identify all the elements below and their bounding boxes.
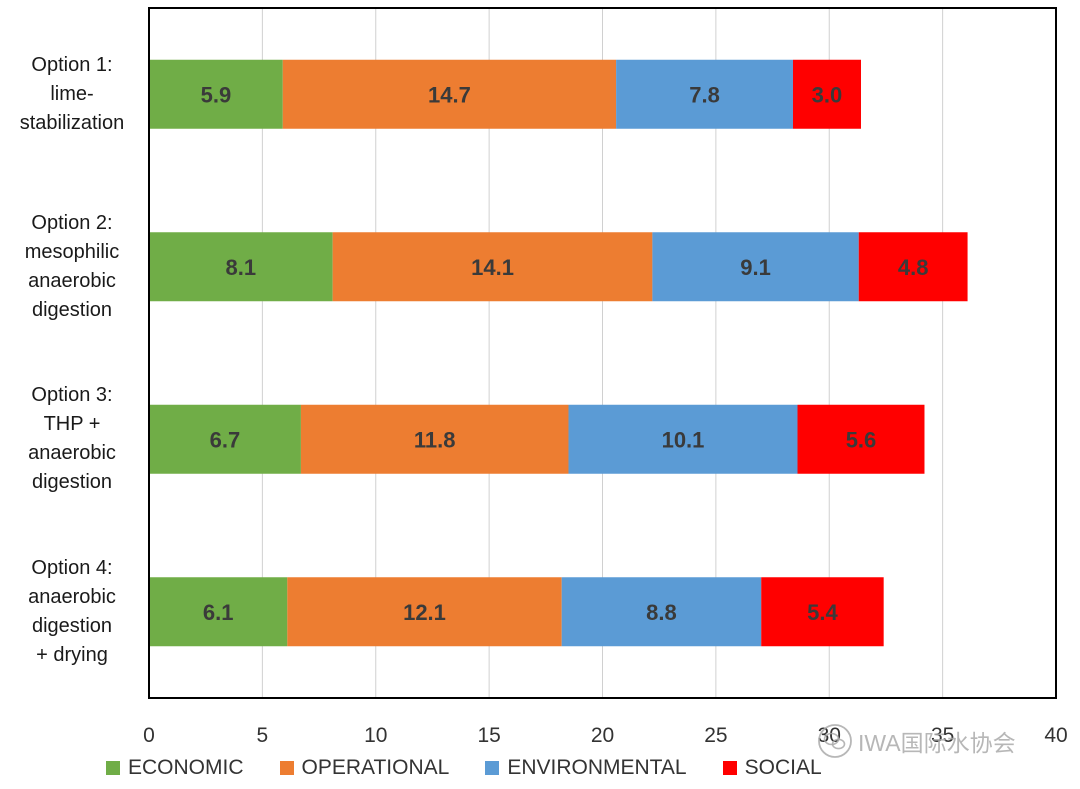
bar-segment-social: [761, 577, 884, 647]
legend-label: OPERATIONAL: [301, 756, 450, 779]
wechat-icon: [818, 724, 852, 758]
data-label: 5.9: [201, 82, 232, 107]
category-label-line: THP +: [43, 413, 101, 436]
category-label-line: Option 2:: [31, 211, 113, 234]
bar-segment-environmental: [652, 232, 859, 302]
data-label: 3.0: [812, 82, 843, 107]
legend-label: ECONOMIC: [128, 756, 244, 779]
data-label: 4.8: [898, 255, 929, 280]
data-label: 6.1: [203, 600, 234, 625]
data-label: 8.1: [226, 255, 257, 280]
data-label: 14.1: [471, 255, 514, 280]
plot-border: [148, 7, 1057, 699]
category-label: Option 4: anaerobic digestion + drying: [2, 554, 142, 670]
bar-segment-economic: [149, 59, 283, 129]
data-label: 7.8: [689, 82, 720, 107]
category-label-line: Option 3:: [31, 384, 113, 407]
bar-segment-economic: [149, 232, 333, 302]
x-tick-label: 15: [477, 724, 500, 747]
legend-item: SOCIAL: [722, 756, 822, 780]
bar-segment-social: [797, 404, 925, 474]
bar-segment-social: [858, 232, 968, 302]
category-label-line: digestion: [31, 614, 113, 637]
category-label-line: stabilization: [19, 111, 125, 134]
bar-segment-economic: [149, 404, 301, 474]
legend-item: ENVIRONMENTAL: [485, 756, 687, 780]
data-label: 14.7: [428, 82, 471, 107]
x-tick-label: 20: [591, 724, 614, 747]
category-label-line: Option 1:: [31, 53, 113, 76]
bars: 5.9 14.7 7.8 3.0 8.1 14.1 9.1 4.8 6.7 11.8 10.1 5.6…: [149, 59, 968, 647]
data-label: 5.4: [807, 600, 838, 625]
category-label-line: + drying: [36, 643, 108, 666]
category-label: Option 2: mesophilic anaerobic digestion: [2, 209, 142, 325]
category-label-line: Option 4:: [31, 556, 113, 579]
bar-segment-operational: [282, 59, 617, 129]
data-label: 5.6: [846, 427, 877, 452]
watermark: IWA国际水协会: [818, 724, 1016, 758]
bar-segment-economic: [149, 577, 288, 647]
bar-group: 8.1 14.1 9.1 4.8: [149, 232, 968, 302]
bar-segment-social: [792, 59, 861, 129]
legend-swatch: [485, 761, 500, 775]
bar-group: 6.7 11.8 10.1 5.6: [149, 404, 925, 474]
category-label: Option 3: THP + anaerobic digestion: [2, 381, 142, 497]
watermark-text: IWA国际水协会: [858, 730, 1016, 756]
bar-segment-environmental: [561, 577, 762, 647]
bar-segment-environmental: [568, 404, 798, 474]
category-label-line: anaerobic: [28, 269, 116, 292]
x-tick-label: 25: [704, 724, 727, 747]
legend-label: SOCIAL: [744, 756, 822, 779]
x-tick-label: 5: [257, 724, 269, 747]
data-label: 10.1: [662, 427, 705, 452]
data-label: 8.8: [646, 600, 677, 625]
data-label: 11.8: [414, 427, 456, 452]
data-label: 12.1: [403, 600, 446, 625]
legend-swatch: [106, 761, 120, 775]
data-label: 9.1: [740, 255, 771, 280]
legend-item: ECONOMIC: [106, 756, 244, 780]
category-label-line: mesophilic: [24, 240, 120, 263]
bar-segment-operational: [287, 577, 562, 647]
data-label: 6.7: [210, 427, 241, 452]
bar-segment-operational: [332, 232, 653, 302]
x-tick-label: 35: [931, 724, 954, 747]
bar-segment-operational: [300, 404, 569, 474]
legend-item: OPERATIONAL: [279, 756, 450, 780]
x-tick-label: 10: [364, 724, 387, 747]
category-label: Option 1: lime-stabilization: [2, 51, 142, 138]
category-label-line: anaerobic: [28, 442, 116, 465]
category-label-line: digestion: [31, 471, 113, 494]
legend-swatch: [279, 761, 294, 775]
category-label-line: anaerobic: [28, 585, 116, 608]
bar-group: 6.1 12.1 8.8 5.4: [149, 577, 884, 647]
x-tick-label: 0: [143, 724, 155, 747]
category-label-line: lime-: [50, 82, 94, 105]
bar-group: 5.9 14.7 7.8 3.0: [149, 59, 861, 129]
x-tick-label: 40: [1044, 724, 1067, 747]
bar-segment-environmental: [616, 59, 793, 129]
legend: ECONOMIC OPERATIONAL ENVIRONMENTAL SOCIAL: [106, 756, 858, 780]
legend-label: ENVIRONMENTAL: [507, 756, 687, 779]
legend-swatch: [722, 761, 737, 775]
category-label-line: digestion: [31, 298, 113, 321]
